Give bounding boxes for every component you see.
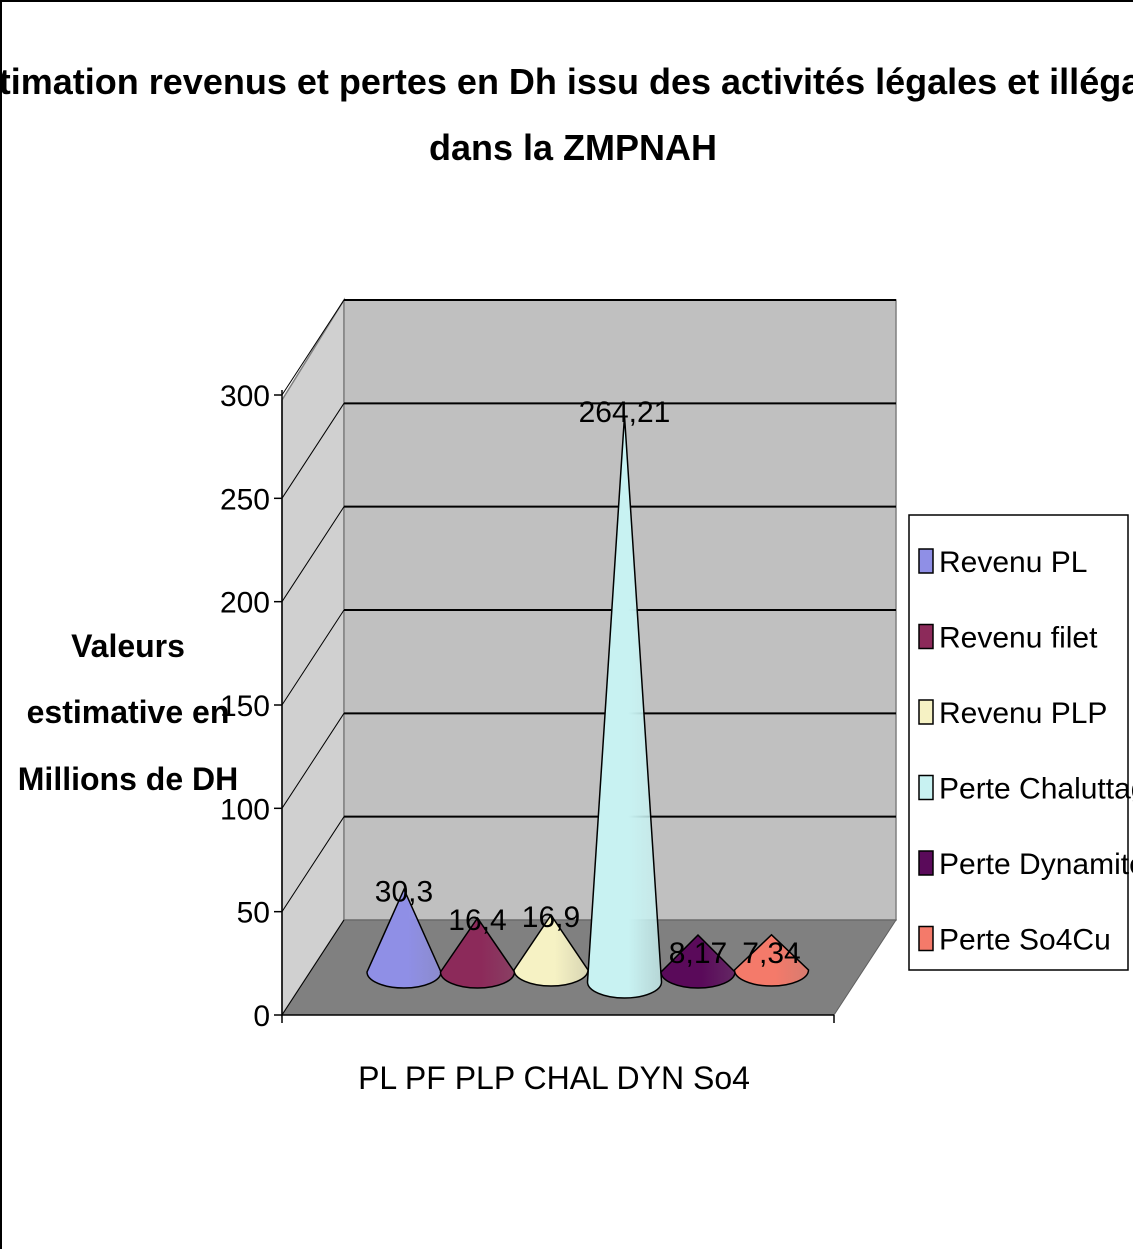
side-gridline [281, 609, 345, 706]
data-label: 264,21 [579, 396, 671, 429]
y-tick-label: 250 [220, 483, 270, 516]
y-tick-label: 0 [253, 1000, 270, 1033]
legend: Revenu PL Revenu filet Revenu PLP Perte Cha… [908, 514, 1133, 971]
data-label: 16,9 [522, 901, 580, 934]
y-axis: 0 50 100 150 200 250 300 [220, 380, 835, 1033]
y-tick-label: 100 [220, 793, 270, 826]
legend-label: Revenu PL [939, 546, 1087, 579]
y-tick-label: 300 [220, 380, 270, 413]
y-axis-label-line2: estimative en [27, 694, 230, 730]
side-gridline [281, 299, 345, 396]
legend-box [908, 514, 1129, 971]
legend-label: Revenu filet [939, 622, 1098, 655]
legend-swatch [918, 925, 934, 952]
cone-perte-dynamite [660, 934, 736, 989]
y-axis-label-line3: Millions de DH [18, 761, 238, 797]
cone-perte-so4cu [733, 933, 810, 987]
chart-title-line2: dans la ZMPNAH [429, 127, 717, 168]
cone-revenu-pl [366, 887, 442, 989]
legend-label: Perte So4Cu [939, 924, 1111, 957]
y-tick-label: 200 [220, 587, 270, 620]
cones [366, 415, 810, 999]
legend-label: Perte Chaluttage [939, 773, 1133, 806]
cone-revenu-filet [439, 916, 516, 989]
side-gridline [281, 403, 345, 499]
legend-swatch [918, 850, 934, 876]
data-label: 7,34 [742, 937, 800, 970]
legend-swatch [918, 548, 934, 574]
y-tick-label: 50 [237, 897, 270, 930]
side-gridline [281, 919, 345, 1016]
y-axis-label-line1: Valeurs [71, 628, 185, 664]
legend-swatch [918, 699, 934, 725]
legend-swatch [918, 774, 934, 801]
chart-title-line1: Estimation revenus et pertes en Dh issu … [2, 61, 1133, 102]
cone-perte-chaluttage [586, 415, 663, 999]
legend-label: Perte Dynamite [939, 848, 1133, 881]
data-labels: 30,3 16,4 16,9 264,21 8,17 7,34 [375, 396, 801, 970]
side-gridline [281, 713, 345, 809]
data-label: 16,4 [448, 904, 506, 937]
data-label: 30,3 [375, 875, 433, 908]
data-label: 8,17 [669, 937, 727, 970]
y-tick-label: 150 [220, 690, 270, 723]
legend-swatch [918, 623, 934, 650]
legend-label: Revenu PLP [939, 697, 1107, 730]
x-axis-label: PL PF PLP CHAL DYN So4 [358, 1060, 750, 1096]
side-gridline [281, 816, 345, 912]
side-gridline [281, 506, 345, 602]
cone-revenu-plp [513, 913, 589, 987]
